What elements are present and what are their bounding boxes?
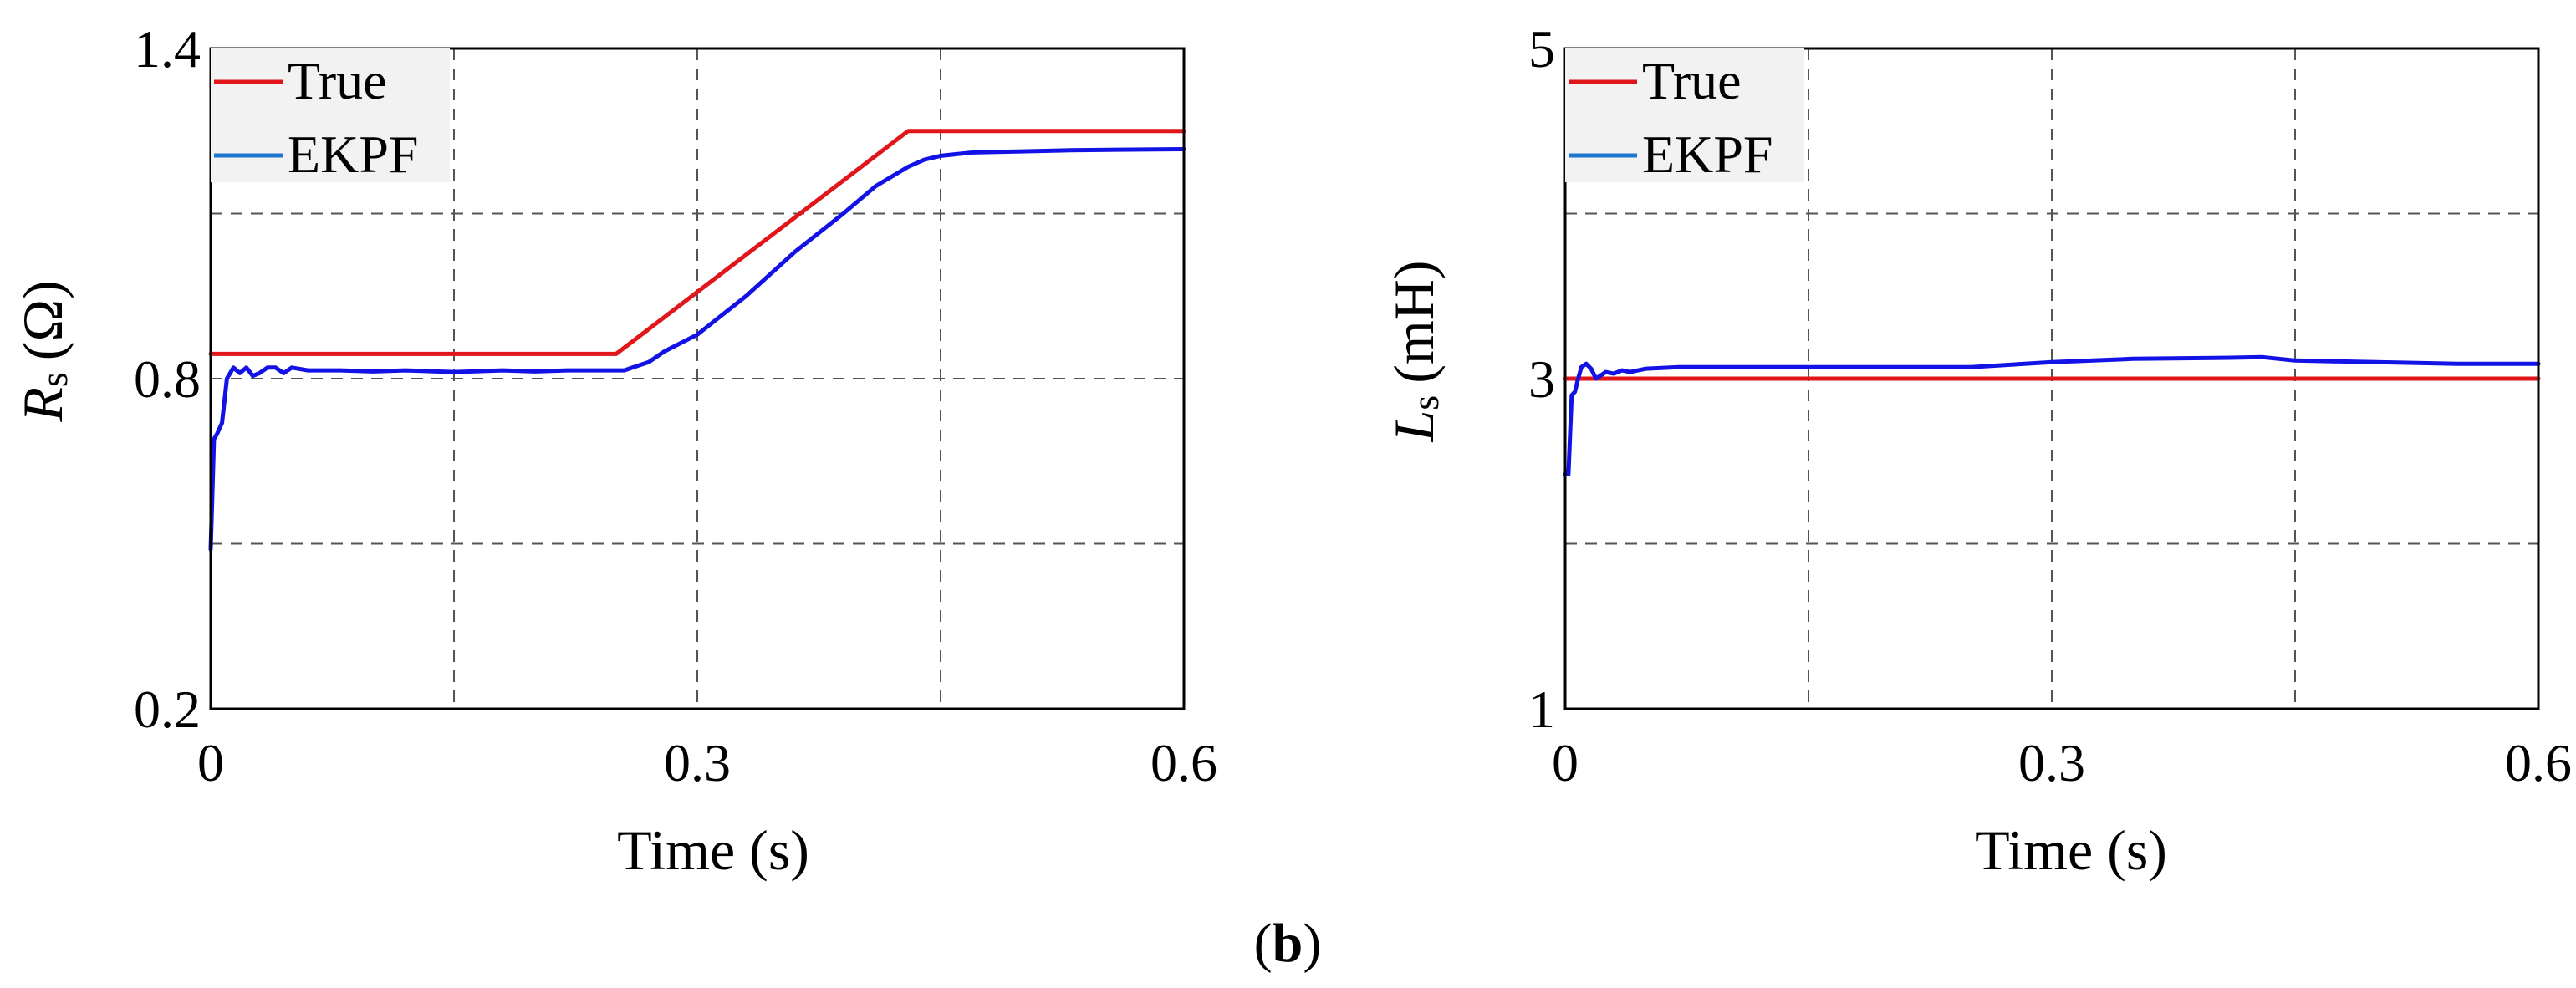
- ls-x-tick-label: 0.6: [2505, 733, 2572, 792]
- rs-series-true-line: [208, 129, 1186, 356]
- ls-series-ekpf-line: [1563, 354, 2541, 476]
- ls-x-tick-label: 0: [1552, 733, 1579, 792]
- ls-y-symbol: L: [1382, 410, 1446, 443]
- panel-label-open: (: [1254, 913, 1273, 974]
- rs-y-symbol: R: [11, 387, 74, 423]
- rs-y-ticks: 0.2 0.8 1.4: [134, 19, 201, 739]
- ls-x-ticks: 0 0.3 0.6: [1552, 733, 2572, 792]
- rs-plot-frame: [209, 47, 1186, 710]
- chart-rs: 0 0.3 0.6 0.2 0.8 1.4 Time (s) Rs (Ω) True EK…: [11, 19, 1217, 882]
- rs-grid: [211, 48, 1184, 709]
- panel-label-close: ): [1303, 913, 1321, 974]
- ls-plot-frame: [1563, 47, 2540, 710]
- rs-x-axis-label: Time (s): [617, 818, 809, 882]
- ls-x-axis-label: Time (s): [1975, 818, 2167, 882]
- ls-legend-box: [1565, 48, 1804, 182]
- panel-label-letter: b: [1273, 913, 1303, 974]
- rs-x-tick-label: 0.3: [664, 733, 731, 792]
- rs-y-tick-label: 0.2: [134, 680, 201, 739]
- ls-y-unit: (mH): [1382, 260, 1446, 383]
- rs-legend-true-label: True: [288, 51, 387, 110]
- rs-y-axis-label: Rs (Ω): [11, 280, 75, 422]
- rs-x-tick-label: 0: [197, 733, 224, 792]
- chart-ls: 0 0.3 0.6 1 3 5 Time (s) Ls (mH) True EKPF: [1382, 19, 2572, 882]
- rs-legend: True EKPF: [211, 48, 450, 184]
- rs-legend-ekpf-label: EKPF: [288, 125, 419, 184]
- ls-y-ticks: 1 3 5: [1528, 19, 1555, 739]
- rs-y-subscript: s: [33, 372, 75, 387]
- rs-x-tick-label: 0.6: [1150, 733, 1217, 792]
- ls-y-tick-label: 5: [1528, 19, 1555, 79]
- ls-y-subscript: s: [1404, 395, 1446, 410]
- ls-y-axis-label: Ls (mH): [1382, 260, 1446, 442]
- rs-series-ekpf-line: [208, 147, 1186, 552]
- ls-x-tick-label: 0.3: [2018, 733, 2085, 792]
- ls-y-tick-label: 3: [1528, 349, 1555, 409]
- ls-series-group: [1563, 354, 2541, 476]
- panel-label: (b): [1254, 913, 1322, 974]
- rs-y-tick-label: 0.8: [134, 349, 201, 409]
- ls-legend: True EKPF: [1565, 48, 1804, 184]
- rs-y-tick-label: 1.4: [134, 19, 201, 79]
- rs-legend-box: [211, 48, 450, 182]
- rs-x-ticks: 0 0.3 0.6: [197, 733, 1217, 792]
- ls-y-tick-label: 1: [1528, 680, 1555, 739]
- rs-series-group: [208, 129, 1186, 552]
- ls-legend-true-label: True: [1642, 51, 1742, 110]
- ls-legend-ekpf-label: EKPF: [1642, 125, 1773, 184]
- rs-y-unit: (Ω): [11, 280, 74, 360]
